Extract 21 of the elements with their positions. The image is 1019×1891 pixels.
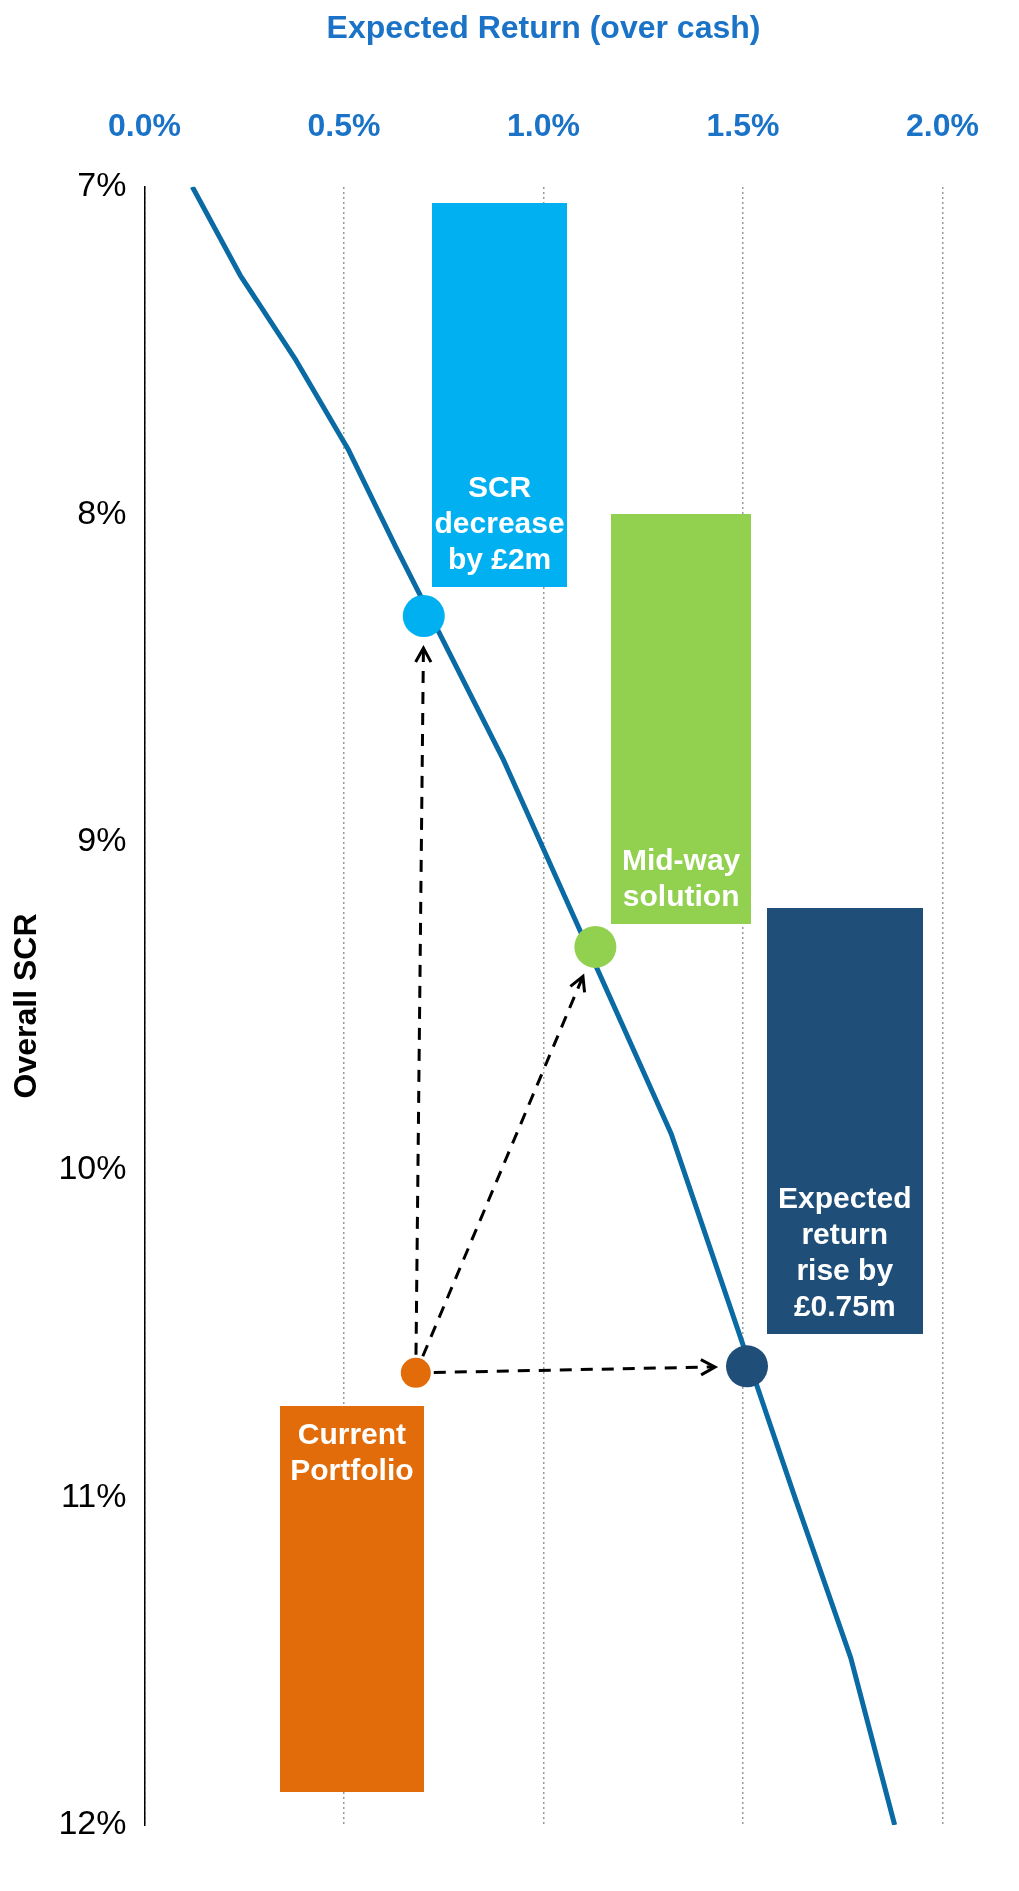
series-label: Current Portfolio	[289, 1415, 415, 1488]
point	[726, 1345, 768, 1388]
y-tick-label: 11%	[60, 1475, 127, 1514]
point	[574, 925, 617, 968]
y-axis-title: Overall SCR	[7, 913, 44, 1099]
x-tick-label: 0.0%	[107, 107, 181, 144]
y-tick-label: 12%	[58, 1803, 127, 1842]
series-label: Mid-way solution	[620, 842, 742, 914]
point	[400, 1357, 431, 1388]
point	[402, 595, 445, 638]
y-tick-label: 10%	[58, 1148, 127, 1187]
x-axis-title: Expected Return (over cash)	[326, 9, 761, 46]
x-tick-label: 1.0%	[507, 107, 580, 144]
x-tick-label: 2.0%	[906, 107, 979, 144]
y-tick-label: 9%	[77, 820, 127, 859]
y-tick-label: 7%	[77, 165, 127, 204]
series-label: SCR decrease by £2m	[434, 468, 565, 577]
x-tick-label: 1.5%	[706, 107, 780, 144]
series-label: Expected return rise by £0.75m	[777, 1179, 913, 1324]
x-tick-label: 0.5%	[307, 107, 381, 144]
y-tick-label: 8%	[77, 492, 127, 531]
